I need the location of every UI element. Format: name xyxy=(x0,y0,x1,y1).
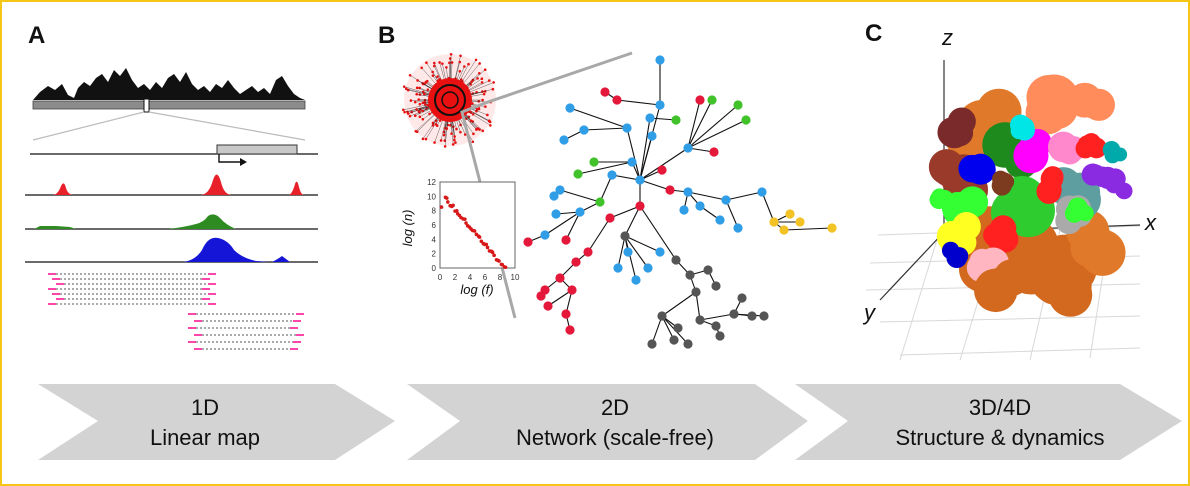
arrow-1d-subtitle: Linear map xyxy=(130,423,280,453)
arrow-2d-label: 2D Network (scale-free) xyxy=(490,393,740,453)
arrow-1d-label: 1D Linear map xyxy=(130,393,280,453)
arrow-3d-title: 3D/4D xyxy=(875,393,1125,423)
arrow-2d-subtitle: Network (scale-free) xyxy=(490,423,740,453)
arrow-2d-title: 2D xyxy=(490,393,740,423)
arrow-3d-label: 3D/4D Structure & dynamics xyxy=(875,393,1125,453)
arrow-3d-subtitle: Structure & dynamics xyxy=(875,423,1125,453)
arrow-1d-title: 1D xyxy=(130,393,280,423)
